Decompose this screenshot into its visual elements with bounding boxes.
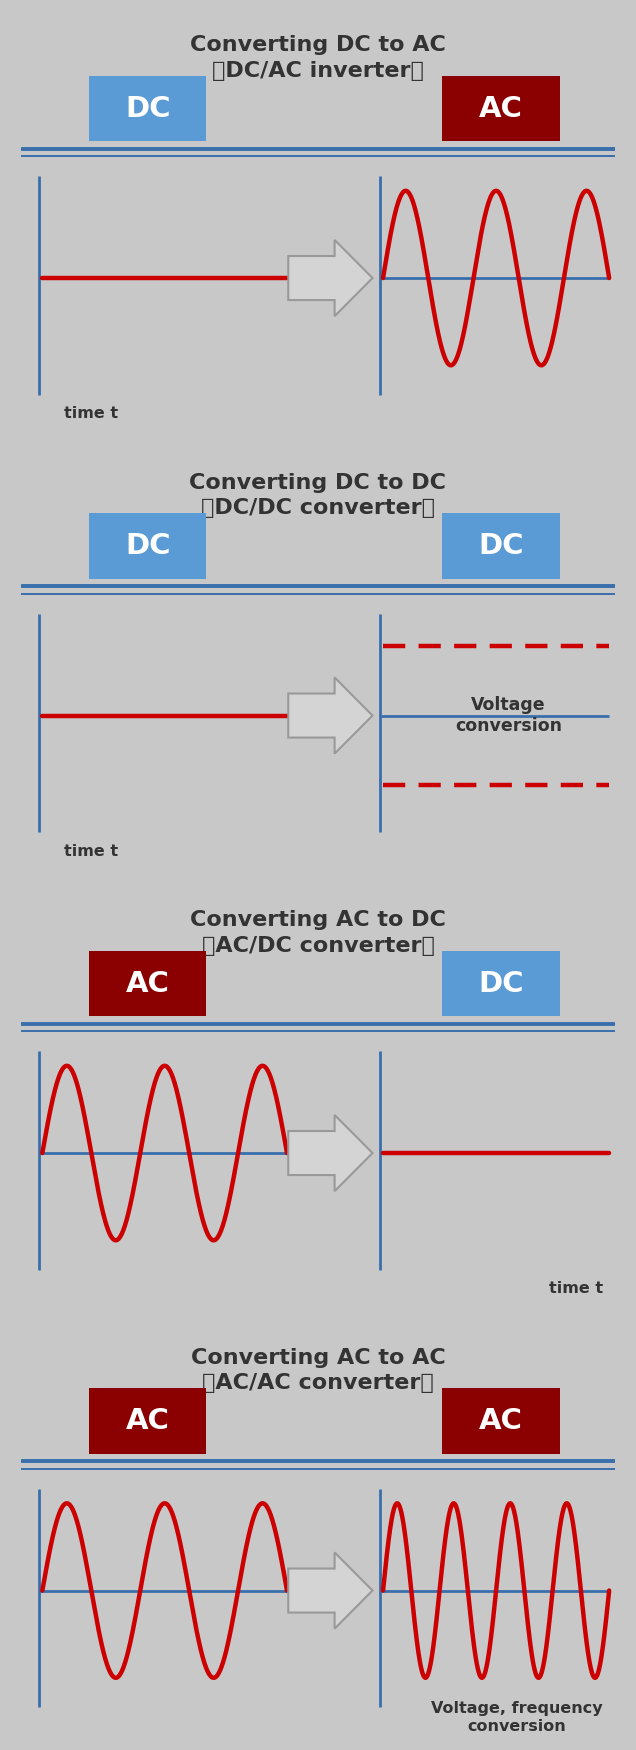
Text: DC: DC: [125, 532, 170, 560]
Text: Converting AC to DC
（AC/DC converter）: Converting AC to DC （AC/DC converter）: [190, 910, 446, 956]
FancyBboxPatch shape: [442, 1388, 560, 1454]
FancyBboxPatch shape: [442, 513, 560, 579]
Text: DC: DC: [478, 970, 523, 998]
Polygon shape: [288, 240, 373, 317]
Text: time t: time t: [64, 844, 118, 859]
Text: AC: AC: [126, 970, 170, 998]
FancyBboxPatch shape: [442, 950, 560, 1017]
Polygon shape: [288, 677, 373, 754]
Text: time t: time t: [549, 1281, 603, 1297]
Text: AC: AC: [126, 1407, 170, 1435]
Text: AC: AC: [479, 94, 523, 123]
Polygon shape: [288, 1552, 373, 1629]
FancyBboxPatch shape: [89, 513, 207, 579]
Text: DC: DC: [125, 94, 170, 123]
Text: time t: time t: [64, 406, 118, 422]
Text: AC: AC: [479, 1407, 523, 1435]
FancyBboxPatch shape: [89, 1388, 207, 1454]
Text: Converting DC to AC
（DC/AC inverter）: Converting DC to AC （DC/AC inverter）: [190, 35, 446, 80]
Text: Converting AC to AC
（AC/AC converter）: Converting AC to AC （AC/AC converter）: [191, 1348, 445, 1393]
Text: Voltage
conversion: Voltage conversion: [455, 696, 562, 735]
FancyBboxPatch shape: [89, 75, 207, 142]
Polygon shape: [288, 1115, 373, 1192]
Text: Converting DC to DC
（DC/DC converter）: Converting DC to DC （DC/DC converter）: [190, 473, 446, 518]
FancyBboxPatch shape: [442, 75, 560, 142]
Text: DC: DC: [478, 532, 523, 560]
Text: Voltage, frequency
conversion: Voltage, frequency conversion: [431, 1701, 603, 1734]
FancyBboxPatch shape: [89, 950, 207, 1017]
